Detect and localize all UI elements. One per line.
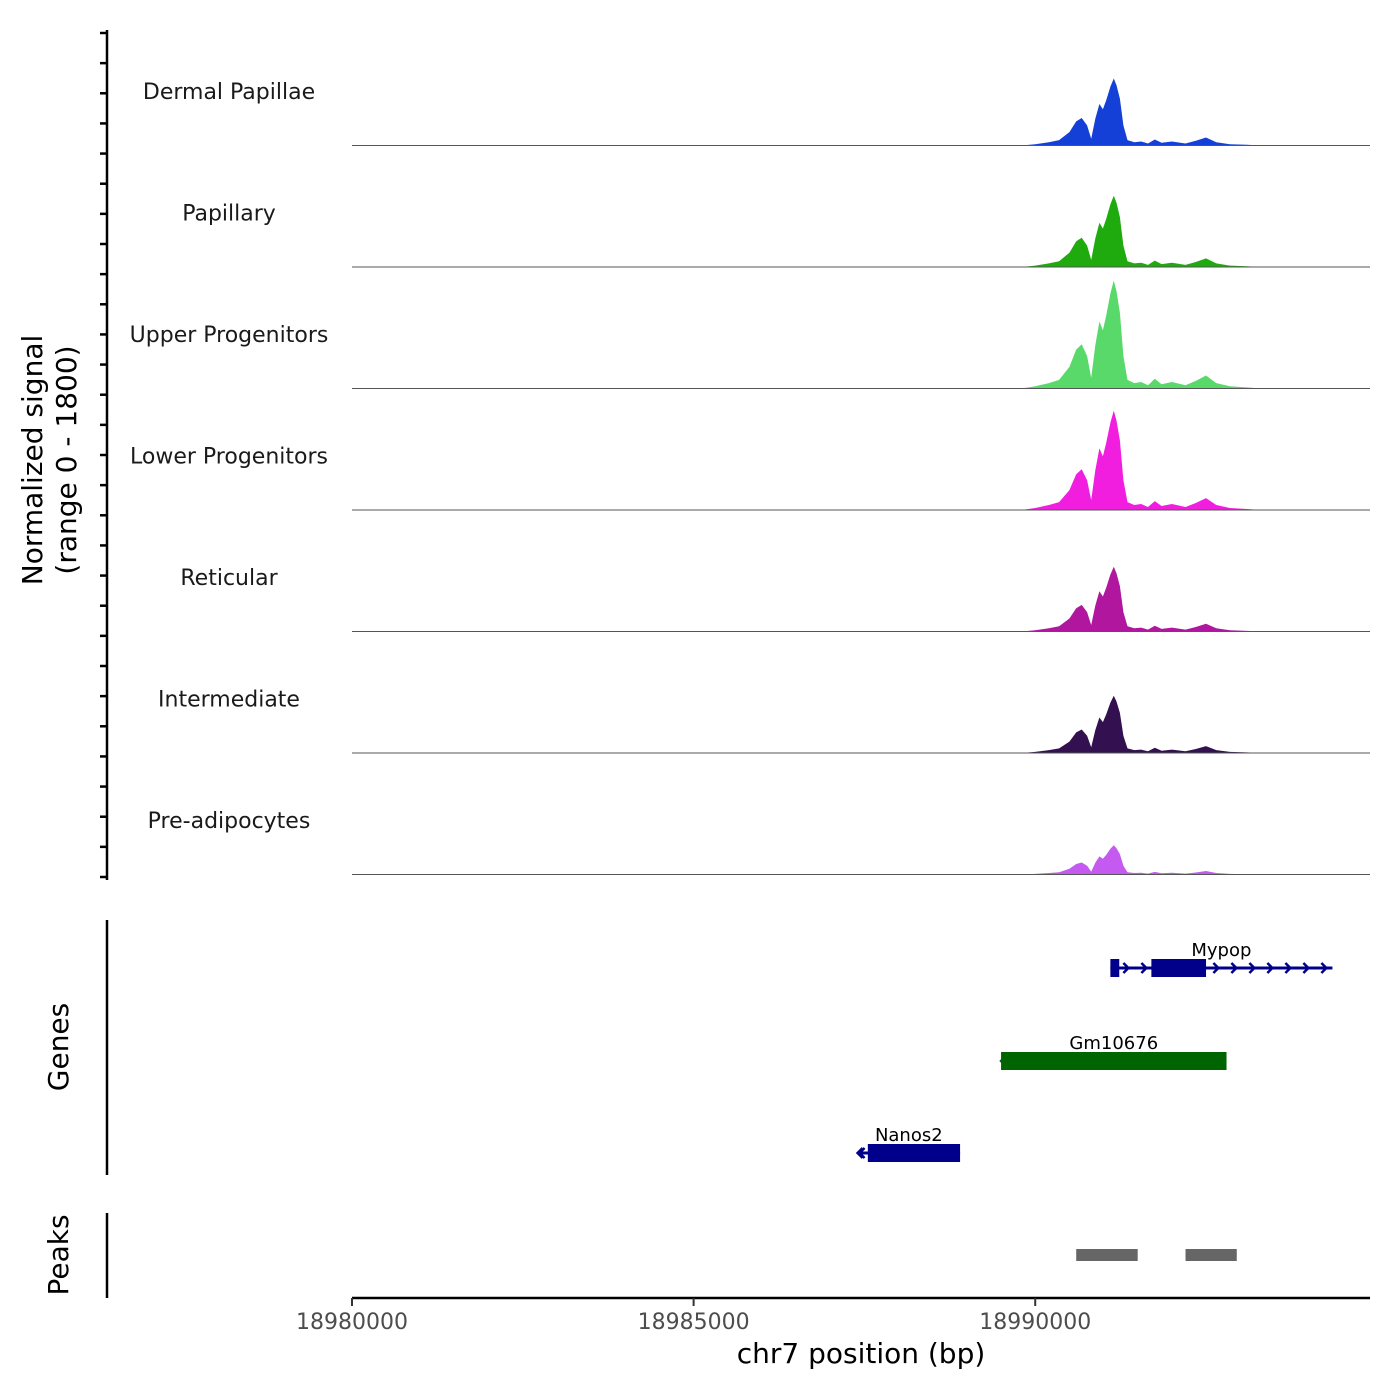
coverage-track: Intermediate xyxy=(158,688,1370,754)
x-tick-label: 18990000 xyxy=(979,1310,1091,1335)
strand-arrow xyxy=(1212,962,1221,974)
track-label: Reticular xyxy=(180,566,278,591)
strand-arrow xyxy=(1248,962,1257,974)
peak-region xyxy=(1076,1249,1138,1261)
coverage-track: Upper Progenitors xyxy=(130,280,1370,389)
strand-arrow xyxy=(1230,962,1239,974)
peak-region xyxy=(1185,1249,1237,1261)
gene-exon xyxy=(1001,1052,1227,1070)
coverage-track: Lower Progenitors xyxy=(130,410,1370,511)
strand-arrow xyxy=(1302,962,1311,974)
gene-models: Mypop Gm10676 Nanos2 xyxy=(855,940,1333,1162)
coverage-y-ticks xyxy=(100,31,107,879)
coverage-tracks: Dermal Papillae Papillary Upper Progenitor… xyxy=(130,78,1370,875)
coverage-track: Papillary xyxy=(182,195,1370,268)
strand-arrow xyxy=(1320,962,1329,974)
coverage-y-label-line2: (range 0 - 1800) xyxy=(50,345,83,574)
gene-label: Mypop xyxy=(1191,940,1251,961)
coverage-signal-area xyxy=(352,280,1370,389)
genes-y-label: Genes xyxy=(42,1003,75,1091)
coverage-signal-area xyxy=(352,78,1370,146)
x-tick-label: 18980000 xyxy=(296,1310,408,1335)
coverage-signal-area xyxy=(352,845,1370,875)
strand-arrow xyxy=(1122,962,1131,974)
track-label: Papillary xyxy=(182,202,276,227)
coverage-signal-area xyxy=(352,195,1370,267)
strand-arrow xyxy=(1176,962,1185,974)
peaks-y-label: Peaks xyxy=(42,1214,75,1295)
peak-regions xyxy=(1076,1249,1237,1261)
track-label: Upper Progenitors xyxy=(130,323,329,348)
coverage-signal-area xyxy=(352,410,1370,510)
track-label: Lower Progenitors xyxy=(130,445,328,470)
strand-arrow xyxy=(857,1147,866,1159)
gene-exon xyxy=(1151,959,1207,977)
strand-arrow xyxy=(1001,1055,1009,1067)
coverage-signal-area xyxy=(352,695,1370,753)
coverage-track: Reticular xyxy=(180,566,1370,632)
strand-arrow xyxy=(1158,962,1167,974)
strand-arrow xyxy=(855,1147,864,1159)
coverage-y-label-line1: Normalized signal xyxy=(16,335,49,586)
gene-label: Nanos2 xyxy=(875,1125,943,1146)
peaks-panel: Peaks xyxy=(42,1213,1237,1298)
strand-arrow xyxy=(1140,962,1149,974)
track-label: Intermediate xyxy=(158,688,300,713)
strand-arrow xyxy=(1194,962,1203,974)
x-axis-ticks: 18980000 18985000 18990000 xyxy=(296,1298,1091,1335)
strand-arrow xyxy=(1284,962,1293,974)
x-axis-title: chr7 position (bp) xyxy=(737,1337,986,1370)
gene-model: Gm10676 xyxy=(999,1033,1227,1070)
coverage-y-label: Normalized signal (range 0 - 1800) xyxy=(16,335,83,586)
x-tick-label: 18985000 xyxy=(638,1310,750,1335)
gene-model: Nanos2 xyxy=(855,1125,961,1162)
gene-exon xyxy=(867,1144,961,1162)
coverage-signal-area xyxy=(352,566,1370,632)
strand-arrow xyxy=(999,1055,1007,1067)
track-label: Dermal Papillae xyxy=(143,80,315,105)
gene-exon xyxy=(1110,959,1120,977)
coverage-panel: Dermal Papillae Papillary Upper Progenitor… xyxy=(16,30,1370,880)
coverage-track: Pre-adipocytes xyxy=(148,809,1370,875)
track-label: Pre-adipocytes xyxy=(148,809,311,834)
x-axis: 18980000 18985000 18990000 chr7 position (… xyxy=(296,1296,1370,1370)
strand-arrow xyxy=(1266,962,1275,974)
genes-panel: Genes Mypop Gm10676 Nanos2 xyxy=(42,920,1333,1175)
gene-model: Mypop xyxy=(1110,940,1333,977)
gene-label: Gm10676 xyxy=(1069,1033,1158,1054)
coverage-track: Dermal Papillae xyxy=(143,78,1370,146)
